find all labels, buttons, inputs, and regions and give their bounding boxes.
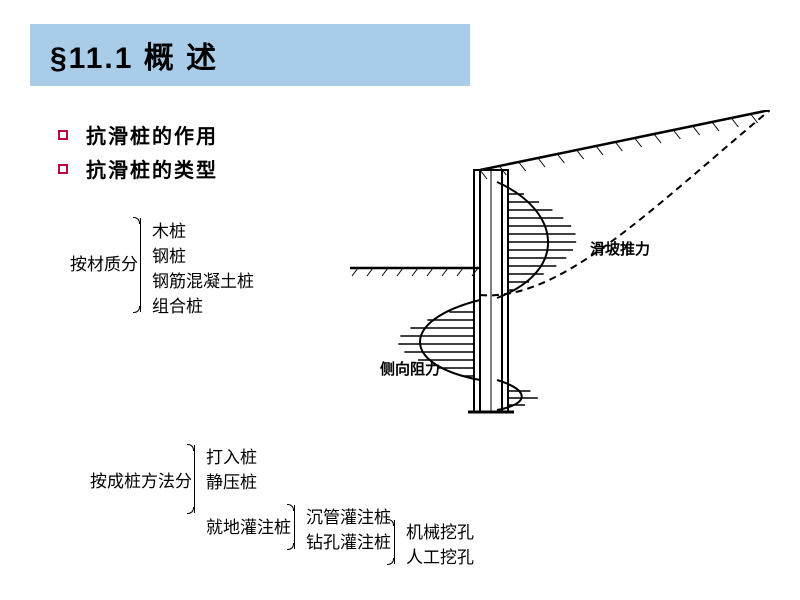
diagram-svg <box>350 110 770 430</box>
lateral-resistance-label: 侧向阻力 <box>380 358 440 379</box>
bracket-icon <box>140 218 141 312</box>
tree-item: 钢桩 <box>152 242 186 267</box>
bullet-1-text: 抗滑桩的作用 <box>86 120 218 149</box>
bullet-2-text: 抗滑桩的类型 <box>86 154 218 183</box>
tree-item: 人工挖孔 <box>406 543 474 568</box>
bullet-1: 抗滑桩的作用 <box>58 120 218 149</box>
section-title: §11.1 概 述 <box>50 33 218 77</box>
bracket-icon <box>194 445 195 513</box>
tree-item: 沉管灌注桩 <box>306 503 391 528</box>
tree-item: 静压桩 <box>206 468 257 493</box>
section-title-bar: §11.1 概 述 <box>30 24 470 86</box>
tree-item: 机械挖孔 <box>406 518 474 543</box>
tree-item: 组合桩 <box>152 292 203 317</box>
bracket-icon <box>394 520 395 564</box>
tree-root-material: 按材质分 <box>70 250 138 275</box>
square-bullet-icon <box>58 130 68 140</box>
tree-item: 木桩 <box>152 217 186 242</box>
tree-item: 就地灌注桩 <box>206 513 291 538</box>
bracket-icon <box>294 505 295 549</box>
square-bullet-icon <box>58 164 68 174</box>
pile-force-diagram: 滑坡推力 侧向阻力 <box>350 110 770 430</box>
tree-item: 钢筋混凝土桩 <box>152 267 254 292</box>
tree-item: 钻孔灌注桩 <box>306 528 391 553</box>
slide-thrust-label: 滑坡推力 <box>590 238 650 259</box>
tree-item: 打入桩 <box>206 443 257 468</box>
bullet-2: 抗滑桩的类型 <box>58 154 218 183</box>
tree-root-method: 按成桩方法分 <box>90 467 192 492</box>
